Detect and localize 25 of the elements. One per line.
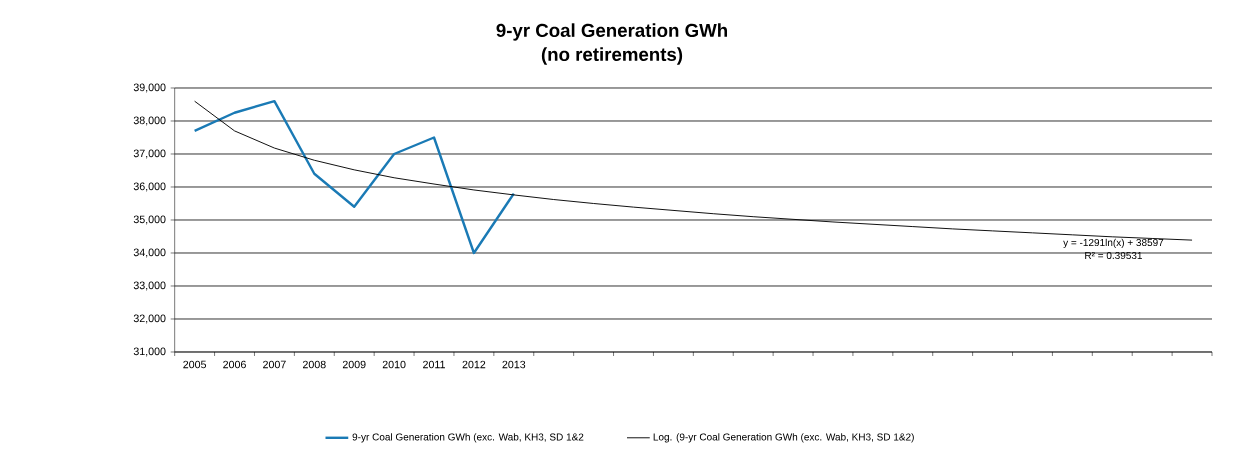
y-tick-label: 33,000 xyxy=(133,281,166,291)
y-tick-label: 35,000 xyxy=(133,215,166,225)
y-tick-label: 38,000 xyxy=(133,116,166,126)
y-tick-label: 34,000 xyxy=(133,248,166,258)
annotation: y = -1291ln(x) + 38597 xyxy=(1063,238,1164,249)
x-tick-label: 2011 xyxy=(423,360,445,369)
x-tick-label: 2009 xyxy=(342,360,366,369)
chart-title: 9-yr Coal Generation GWh xyxy=(496,23,728,41)
x-tick-label: 2006 xyxy=(223,360,246,369)
line-series xyxy=(193,100,515,255)
y-tick-label: 31,000 xyxy=(133,347,166,357)
y-tick-label: 37,000 xyxy=(133,149,166,159)
x-tick-label: 2008 xyxy=(302,360,326,369)
x-tick-label: 2010 xyxy=(382,360,406,369)
y-tick-label: 36,000 xyxy=(133,182,166,192)
y-tick-label: 39,000 xyxy=(133,83,166,93)
annotation: R² = 0.39531 xyxy=(1085,252,1143,260)
legend-label: Log. (9-yr Coal Generation GWh (exc. Wab, KH3, SD 1&2) xyxy=(653,433,914,443)
y-tick-label: 32,000 xyxy=(133,314,166,324)
chart-subtitle: (no retirements) xyxy=(541,47,683,65)
x-tick-label: 2012 xyxy=(462,360,486,369)
x-tick-label: 2005 xyxy=(183,360,207,369)
x-tick-label: 2013 xyxy=(502,360,526,369)
x-tick-label: 2007 xyxy=(263,360,286,369)
legend-label: 9-yr Coal Generation GWh (exc. Wab, KH3, SD 1&2 xyxy=(352,433,584,443)
